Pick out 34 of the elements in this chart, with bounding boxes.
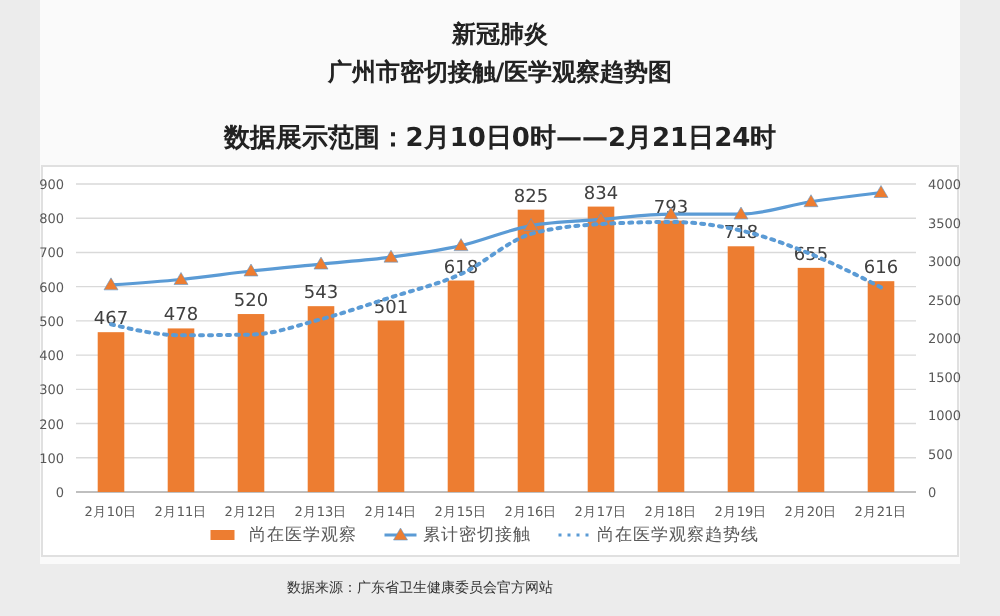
point: [733, 206, 749, 220]
bar: [587, 206, 615, 492]
data-label: 834: [583, 184, 619, 205]
legend-label: 尚在医学观察趋势线: [596, 524, 759, 546]
point: [803, 194, 819, 208]
bar: [377, 320, 405, 492]
chart-subtitle: 广州市密切接触/医学观察趋势图: [325, 58, 673, 86]
point: [453, 238, 469, 251]
data-label: 825: [513, 187, 549, 208]
bar: [307, 306, 335, 492]
bar: [727, 246, 755, 492]
data-label: 616: [863, 259, 899, 280]
legend-label: 累计密切接触: [422, 524, 531, 546]
data-label: 467: [93, 310, 129, 331]
point: [873, 185, 889, 198]
data-label: 543: [303, 284, 339, 305]
point: [173, 272, 189, 285]
point: [523, 218, 539, 231]
bar: [867, 281, 895, 492]
point: [383, 249, 399, 263]
point: [243, 263, 259, 277]
bar: [797, 267, 825, 492]
bar: [237, 314, 265, 492]
text: 数据展示范围：2月10日0时——2月21日24时: [221, 124, 777, 154]
bar: [447, 280, 475, 492]
data-label: 478: [163, 306, 199, 327]
point: [103, 277, 119, 291]
legend-label: 尚在医学观察: [248, 524, 357, 546]
chart-title: 新冠肺炎: [450, 20, 550, 48]
point: [313, 256, 329, 270]
bar: [97, 332, 125, 492]
bar: [517, 209, 545, 492]
data-label: 520: [233, 292, 269, 313]
bar: [167, 328, 195, 492]
